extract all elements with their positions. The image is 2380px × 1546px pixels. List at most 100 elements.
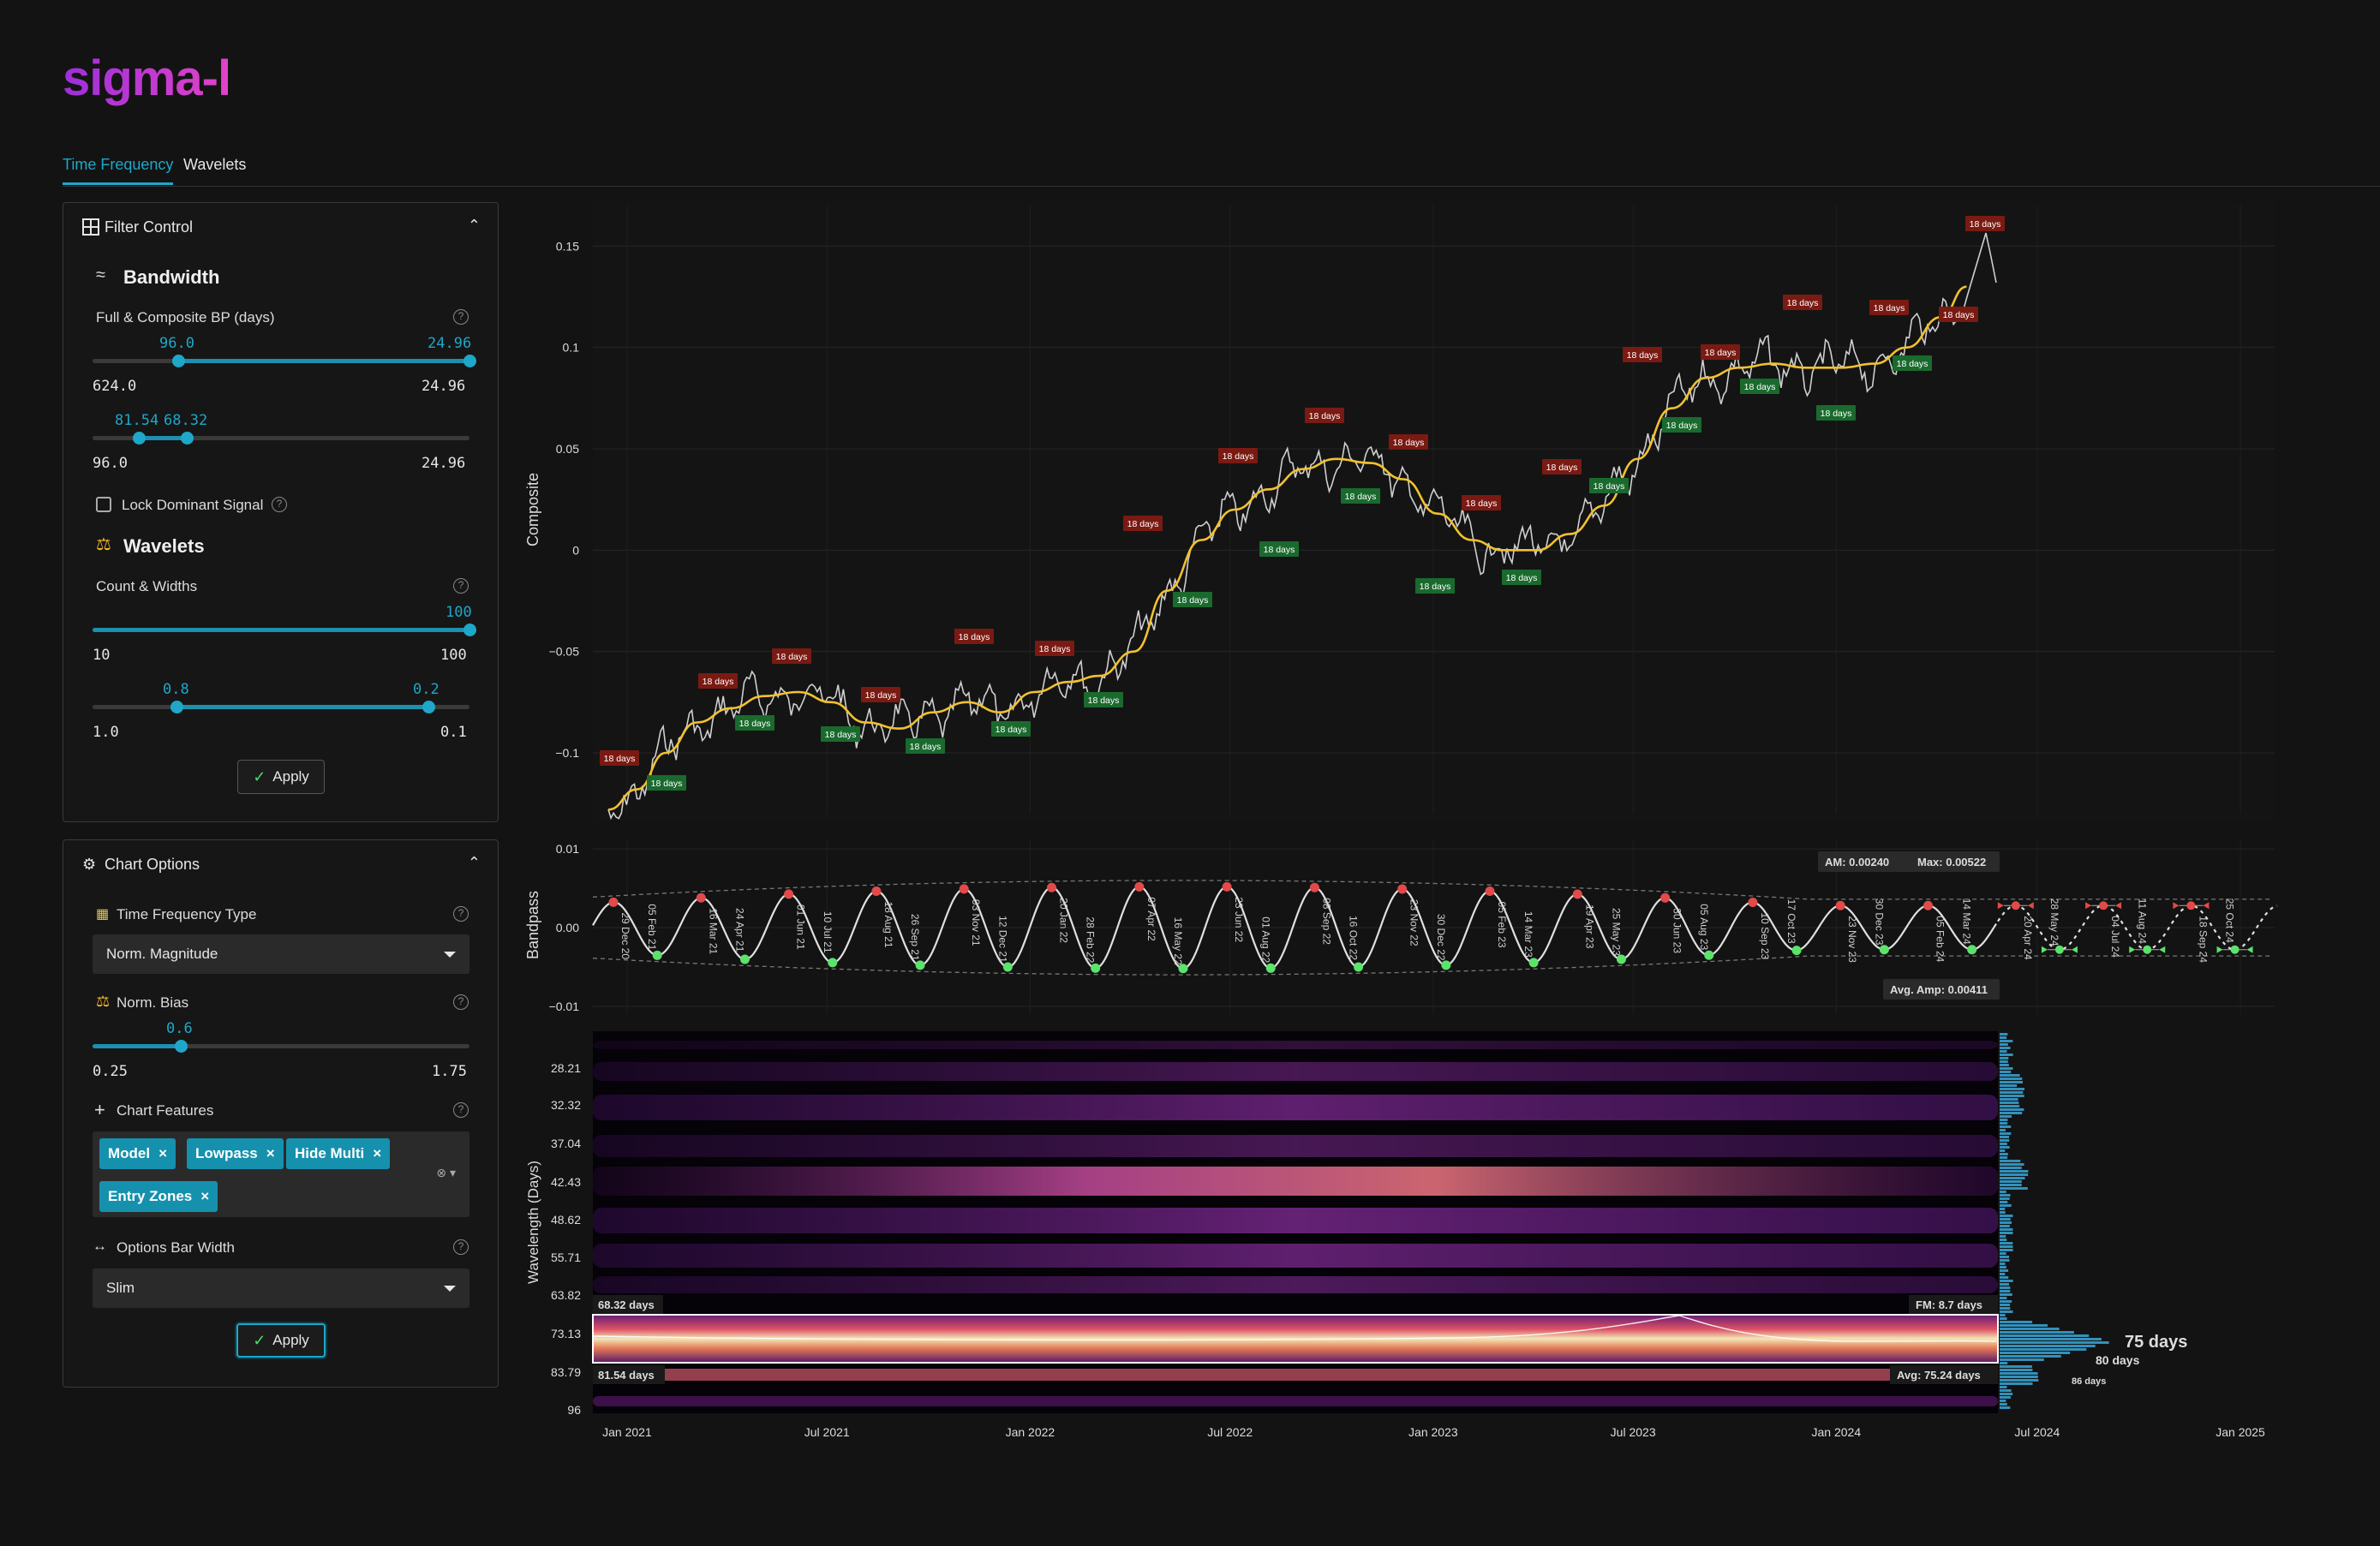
spectrum-bar <box>2000 1149 2006 1152</box>
bw-slider2-track[interactable] <box>93 436 469 440</box>
bandpass-date-label: 04 Jul 24 <box>2109 916 2121 958</box>
tag-lowpass[interactable]: Lowpass × <box>187 1138 284 1169</box>
bandwidth-label: Full & Composite BP (days) <box>96 309 275 325</box>
wv-slider1-thumb[interactable] <box>463 624 476 636</box>
filter-apply-button[interactable]: ✓ Apply <box>237 760 325 794</box>
norm-bias-track[interactable] <box>93 1044 469 1048</box>
spectrum-bar <box>2000 1331 2074 1334</box>
help-icon[interactable]: ? <box>272 497 287 512</box>
bw-slider1-high-value: 24.96 <box>428 335 472 352</box>
bandpass-date-label: 05 Feb 24 <box>1934 916 1946 962</box>
chart-options-header[interactable]: ⚙ Chart Options ⌃ <box>63 840 498 888</box>
bar-width-select[interactable]: Slim <box>93 1268 469 1308</box>
spectrum-bar <box>2000 1146 2010 1149</box>
trough-dot <box>1178 964 1188 974</box>
trough-dot <box>2230 945 2239 954</box>
spectrum-bar <box>2000 1098 2018 1101</box>
bandpass-date-label: 20 Jan 22 <box>1058 898 1070 943</box>
peak-dot <box>1923 900 1933 910</box>
trough-dot <box>1265 963 1276 973</box>
bw-slider1-low-thumb[interactable] <box>172 355 185 367</box>
heatmap-x-tick: Jan 2024 <box>1812 1425 1862 1439</box>
spectrum-bar <box>2000 1266 2006 1268</box>
bandpass-avg-amp-legend: Avg. Amp: 0.00411 <box>1883 979 2000 1000</box>
peak-marker-label: 18 days <box>1627 350 1659 361</box>
bw-slider2-high-value: 68.32 <box>164 412 208 429</box>
tab-time-frequency[interactable]: Time Frequency <box>63 156 174 185</box>
peak-marker <box>1701 344 1740 360</box>
help-icon[interactable]: ? <box>453 1239 469 1255</box>
help-icon[interactable]: ? <box>453 994 469 1010</box>
wv-slider1-value: 100 <box>446 604 472 621</box>
norm-bias-thumb[interactable] <box>175 1040 188 1053</box>
composite-y-tick: 0 <box>572 543 579 557</box>
tag-entry-zones[interactable]: Entry Zones × <box>99 1181 218 1212</box>
spectrum-bar <box>2000 1101 2019 1104</box>
peak-marker-label: 18 days <box>1546 463 1578 473</box>
spectrum-label-75: 75 days <box>2125 1333 2187 1352</box>
spectrum-bar <box>2000 1057 2009 1060</box>
wavelength-heatmap[interactable]: 28.21 32.32 37.04 42.43 48.62 55.71 63.82 73.13… <box>525 1031 2265 1439</box>
tf-type-label: Time Frequency Type <box>117 906 257 922</box>
chevron-up-icon[interactable]: ⌃ <box>467 217 481 234</box>
peak-marker <box>1462 495 1501 510</box>
spectrum-bar <box>2000 1235 2006 1238</box>
peak-marker <box>1035 641 1074 656</box>
bw-slider1-high-thumb[interactable] <box>463 355 476 367</box>
chart-features-multiselect[interactable]: Model × Lowpass × Hide Multi × Entry Zones ×… <box>93 1131 469 1217</box>
peak-marker <box>1389 434 1428 450</box>
composite-chart[interactable]: 0.150.10.050−0.05−0.1 Composite 18 days1… <box>524 202 2276 821</box>
help-icon[interactable]: ? <box>453 309 469 325</box>
tag-model[interactable]: Model × <box>99 1138 176 1169</box>
bw-slider1-fill <box>178 359 469 363</box>
bw-slider2-low-thumb[interactable] <box>133 432 146 445</box>
bw-slider1-max: 24.96 <box>422 378 466 395</box>
bar-width-label: Options Bar Width <box>117 1239 235 1256</box>
wv-slider2-low-thumb[interactable] <box>170 701 183 713</box>
spectrum-bar <box>2000 1040 2013 1042</box>
clear-caret-icon[interactable]: ⊗ ▾ <box>436 1166 456 1179</box>
close-icon[interactable]: × <box>200 1188 210 1204</box>
lock-dominant-checkbox[interactable] <box>96 497 111 512</box>
spectrum-bar <box>2000 1170 2029 1173</box>
bandpass-y-ticks: 0.01 0.00 −0.01 <box>549 842 580 1013</box>
bandpass-date-label: 28 May 24 <box>2048 898 2060 946</box>
check-icon: ✓ <box>253 767 266 785</box>
help-icon[interactable]: ? <box>453 906 469 922</box>
spectrum-bar <box>2000 1300 2012 1303</box>
heatmap-x-tick: Jan 2025 <box>2216 1425 2265 1439</box>
help-icon[interactable]: ? <box>453 578 469 594</box>
tag-hide-multi[interactable]: Hide Multi × <box>286 1138 391 1169</box>
tf-type-select[interactable]: Norm. Magnitude <box>93 934 469 974</box>
spectrum-bar <box>2000 1180 2022 1183</box>
spectrum-bar <box>2000 1372 2038 1375</box>
composite-y-tick: 0.15 <box>556 239 579 253</box>
tab-wavelets[interactable]: Wavelets <box>183 156 247 173</box>
trough-marker <box>735 715 774 731</box>
wv-slider1-max: 100 <box>440 647 467 664</box>
spectrum-bar <box>2000 1389 2012 1392</box>
wv-slider2-high-thumb[interactable] <box>422 701 435 713</box>
peak-dot <box>1485 886 1495 897</box>
peak-marker-label: 18 days <box>959 632 990 642</box>
bandpass-chart[interactable]: 0.01 0.00 −0.01 Bandpass 29 Dec 20 05 Feb 2… <box>524 841 2278 1014</box>
spectrum-bar <box>2000 1187 2028 1190</box>
spectrum-bar <box>2000 1064 2009 1066</box>
bandpass-date-label: 16 Mar 21 <box>707 908 719 954</box>
close-icon[interactable]: × <box>158 1145 168 1161</box>
chevron-up-icon[interactable]: ⌃ <box>467 854 481 871</box>
bw-slider2-high-thumb[interactable] <box>181 432 194 445</box>
bandpass-date-label: 08 Sep 22 <box>1320 898 1332 945</box>
bandpass-date-label: 05 Feb 21 <box>646 904 658 950</box>
filter-control-header[interactable]: Filter Control ⌃ <box>63 203 498 251</box>
spectrum-bar <box>2000 1197 2010 1200</box>
close-icon[interactable]: × <box>266 1145 275 1161</box>
trough-marker-label: 18 days <box>1177 595 1209 606</box>
trough-marker <box>1415 578 1455 594</box>
help-icon[interactable]: ? <box>453 1102 469 1118</box>
bandpass-date-label: 11 Aug 24 <box>2136 898 2148 944</box>
close-icon[interactable]: × <box>373 1145 382 1161</box>
bandpass-date-label: 12 Dec 21 <box>996 916 1008 963</box>
chart-options-apply-button[interactable]: ✓ Apply <box>236 1323 326 1358</box>
